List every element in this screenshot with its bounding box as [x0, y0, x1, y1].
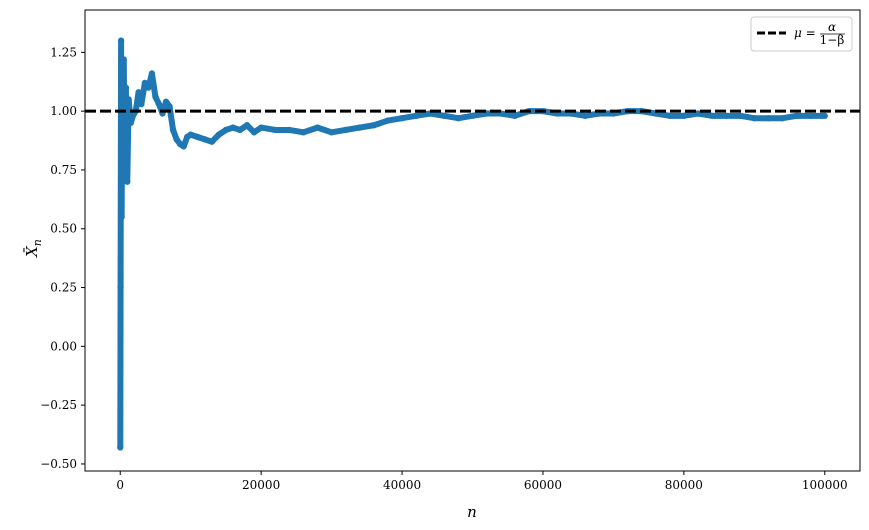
y-tick-label: −0.25: [40, 398, 77, 412]
legend-numerator: α: [828, 20, 836, 34]
y-axis-label-subscript: n: [31, 239, 44, 246]
y-tick-label: −0.50: [40, 457, 77, 471]
x-tick-label: 20000: [242, 478, 280, 492]
svg-text:X̄n: X̄n: [23, 239, 44, 258]
x-tick-label: 80000: [665, 478, 703, 492]
x-axis-label: n: [467, 503, 477, 521]
x-tick-label: 0: [116, 478, 124, 492]
x-tick-label: 60000: [524, 478, 562, 492]
legend-box: [750, 16, 853, 52]
y-tick-label: 0.50: [50, 222, 77, 236]
y-tick-label: 1.25: [50, 45, 77, 59]
axes-frame: [84, 9, 861, 472]
x-axis-ticks: 0 20000 40000 60000 80000 100000: [116, 471, 848, 492]
plot-area: [85, 37, 860, 451]
y-tick-label: 1.00: [50, 104, 77, 118]
y-tick-label: 0.00: [50, 339, 77, 353]
x-tick-label: 100000: [802, 478, 848, 492]
series-trace: [117, 37, 828, 451]
x-tick-label: 40000: [383, 478, 421, 492]
scatter-points: [117, 37, 828, 451]
y-axis-label-main: X̄: [23, 245, 41, 258]
y-axis-label: X̄n: [23, 239, 44, 258]
y-tick-label: 0.75: [50, 163, 77, 177]
y-axis-ticks: −0.50 −0.25 0.00 0.25 0.50 0.75 1.00 1.25: [40, 45, 85, 471]
y-tick-label: 0.25: [50, 281, 77, 295]
legend-label: μ =: [794, 26, 816, 40]
legend-denominator: 1−β: [820, 33, 845, 47]
legend: μ = α 1−β: [750, 16, 853, 52]
